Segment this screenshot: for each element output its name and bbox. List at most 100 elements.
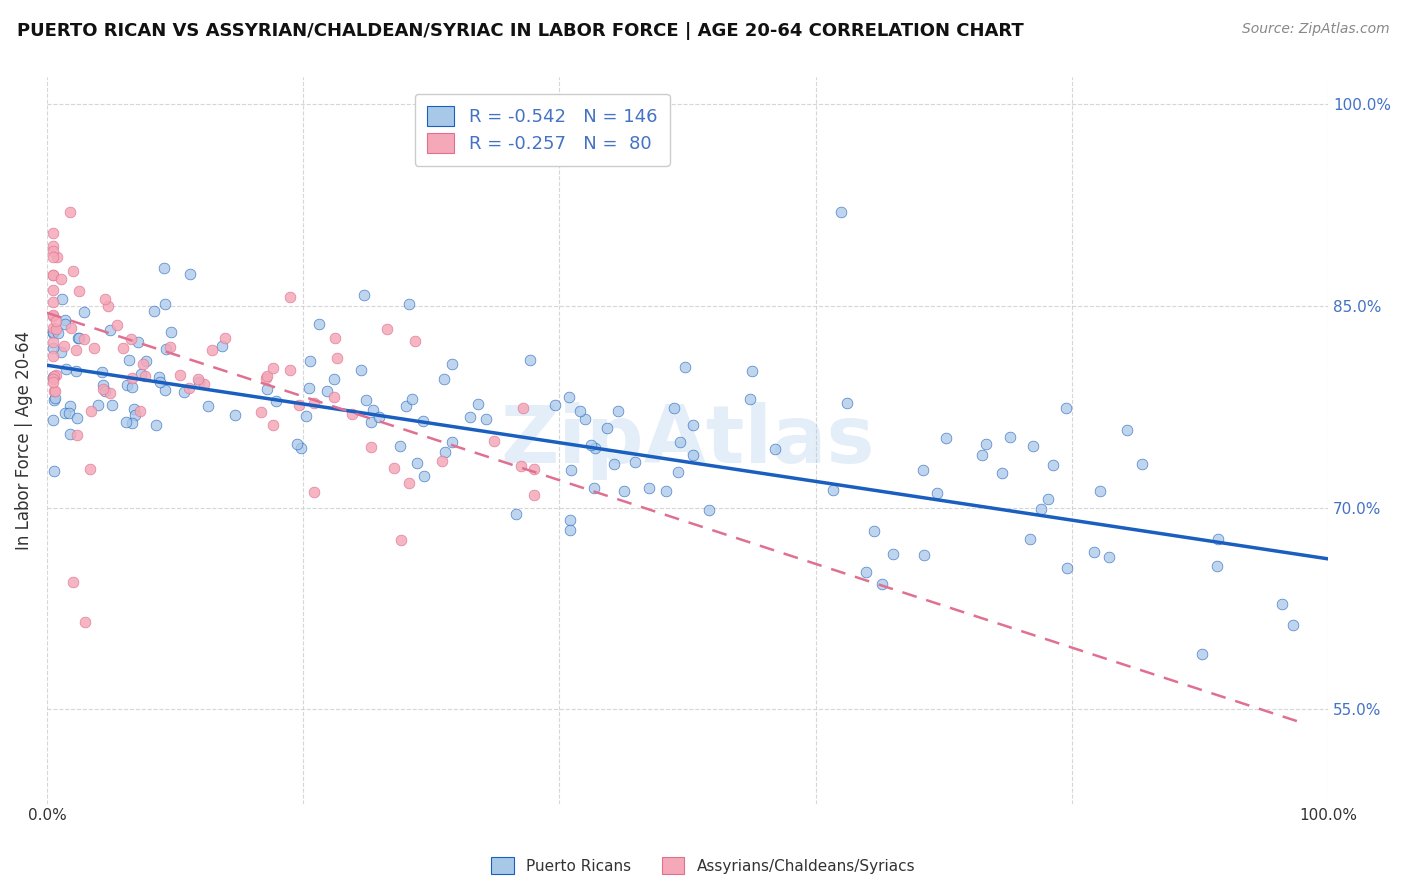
Point [101,399,124,413]
Point [224,409,246,423]
Point [193,376,215,391]
Point [75,615,97,629]
Point [145,418,167,433]
Point [153,261,176,276]
Point [42,227,65,241]
Point [655,483,678,498]
Point [927,486,949,500]
Point [1018,532,1040,546]
Point [398,476,420,491]
Point [214,330,236,344]
Point [249,404,271,418]
Point [65,343,87,358]
Point [42,320,65,334]
Legend: R = -0.542   N = 146, R = -0.257   N =  80: R = -0.542 N = 146, R = -0.257 N = 80 [415,94,671,166]
Point [302,484,325,499]
Point [290,441,312,455]
Point [1029,502,1052,516]
Point [666,465,689,479]
Point [46,326,69,340]
Point [558,513,581,527]
Point [87,398,110,412]
Point [42,268,65,282]
Point [434,445,457,459]
Point [256,369,278,384]
Point [42,370,65,384]
Point [42,310,65,324]
Point [1083,545,1105,559]
Point [112,341,135,355]
Point [53,317,76,331]
Point [120,332,142,346]
Text: ZipAtlas: ZipAtlas [501,401,875,480]
Point [124,401,146,416]
Point [544,398,567,412]
Point [66,427,89,442]
Point [59,205,82,219]
Point [682,417,704,432]
Point [264,393,287,408]
Point [1130,457,1153,471]
Point [42,342,65,356]
Point [389,533,412,547]
Point [599,137,621,152]
Point [830,205,852,219]
Point [308,317,330,331]
Point [98,323,121,337]
Point [340,407,363,421]
Point [256,382,278,396]
Point [179,381,201,395]
Point [121,371,143,385]
Point [129,403,152,417]
Point [124,408,146,422]
Point [187,371,209,385]
Point [201,343,224,357]
Point [583,441,606,455]
Point [149,375,172,389]
Point [862,524,884,538]
Point [132,357,155,371]
Point [991,466,1014,480]
Point [297,381,319,395]
Point [1056,560,1078,574]
Point [360,415,382,429]
Point [254,371,277,385]
Point [440,434,463,449]
Point [115,378,138,392]
Point [83,341,105,355]
Point [558,390,581,404]
Point [637,482,659,496]
Point [1206,559,1229,574]
Point [1115,423,1137,437]
Point [1098,549,1121,564]
Point [179,268,201,282]
Point [602,457,624,471]
Point [523,488,546,502]
Point [66,411,89,425]
Point [187,375,209,389]
Point [574,411,596,425]
Point [117,353,139,368]
Point [49,272,72,286]
Point [135,354,157,368]
Point [153,383,176,397]
Point [94,384,117,399]
Point [262,360,284,375]
Point [579,438,602,452]
Point [45,368,67,383]
Point [430,454,453,468]
Point [42,268,65,282]
Point [97,300,120,314]
Point [738,392,761,406]
Point [59,427,82,442]
Point [42,239,65,253]
Text: Source: ZipAtlas.com: Source: ZipAtlas.com [1241,22,1389,37]
Point [458,410,481,425]
Point [882,547,904,561]
Point [42,349,65,363]
Point [1042,458,1064,472]
Point [121,416,143,430]
Point [143,304,166,318]
Point [560,463,582,477]
Point [519,353,541,368]
